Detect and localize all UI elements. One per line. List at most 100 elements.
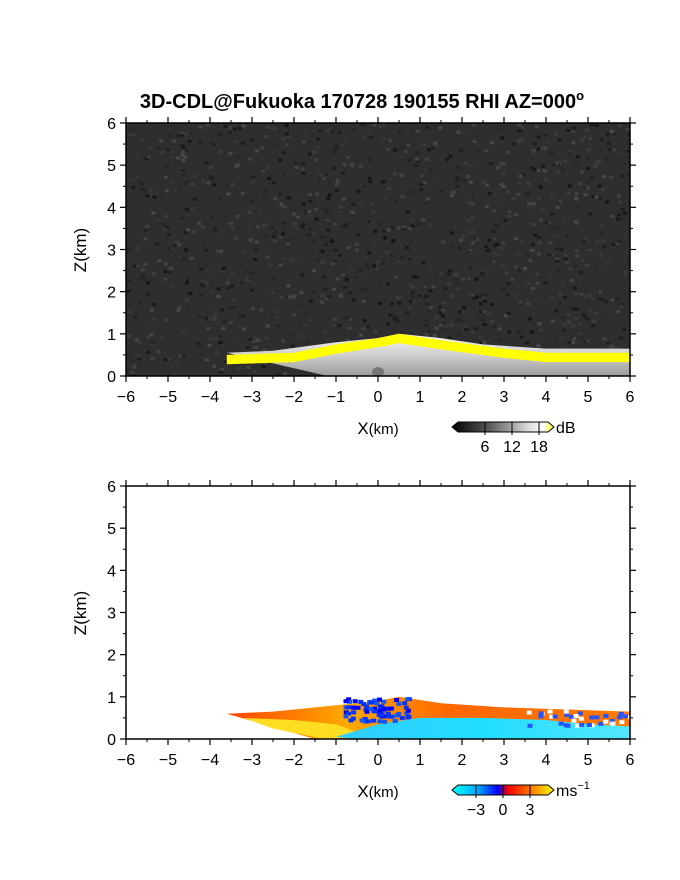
noise-pixel bbox=[419, 174, 424, 178]
noise-pixel bbox=[159, 129, 164, 133]
noise-pixel bbox=[327, 295, 332, 299]
noise-pixel bbox=[570, 325, 575, 328]
noise-pixel bbox=[601, 239, 606, 243]
noise-pixel bbox=[578, 182, 583, 186]
noise-pixel bbox=[617, 194, 621, 198]
noise-pixel bbox=[616, 217, 621, 221]
x-tick-label: 6 bbox=[626, 752, 635, 769]
noise-pixel bbox=[359, 333, 364, 337]
noise-pixel bbox=[213, 337, 217, 341]
x-tick-label: 6 bbox=[626, 389, 635, 406]
noise-pixel bbox=[320, 235, 325, 239]
x-tick-label: −1 bbox=[327, 752, 345, 769]
noise-pixel bbox=[261, 169, 266, 173]
noise-pixel bbox=[296, 215, 301, 219]
noise-pixel bbox=[517, 181, 522, 185]
noise-pixel bbox=[467, 249, 472, 253]
noise-pixel bbox=[248, 157, 253, 161]
noise-pixel bbox=[291, 167, 296, 171]
noise-pixel bbox=[448, 154, 453, 158]
noise-pixel bbox=[467, 294, 472, 297]
noise-pixel bbox=[416, 151, 421, 155]
noise-pixel bbox=[434, 326, 439, 330]
noise-pixel bbox=[226, 283, 231, 287]
colorbar: 6 12 18 bbox=[451, 421, 555, 456]
noise-pixel bbox=[326, 228, 330, 232]
noise-pixel bbox=[406, 210, 411, 214]
noise-pixel bbox=[605, 132, 610, 136]
noise-pixel bbox=[427, 283, 432, 287]
velocity-speckle-pixel bbox=[575, 723, 581, 728]
noise-pixel bbox=[212, 317, 217, 321]
noise-pixel bbox=[137, 341, 142, 345]
y-tick-label: 5 bbox=[107, 158, 116, 175]
noise-pixel bbox=[225, 184, 230, 188]
noise-pixel bbox=[316, 137, 321, 141]
noise-pixel bbox=[438, 323, 443, 327]
noise-pixel bbox=[534, 125, 539, 129]
noise-pixel bbox=[555, 226, 560, 230]
noise-pixel bbox=[217, 196, 222, 200]
noise-pixel bbox=[536, 169, 541, 172]
noise-pixel bbox=[594, 195, 599, 199]
noise-pixel bbox=[451, 245, 455, 249]
noise-pixel bbox=[585, 128, 589, 132]
noise-pixel bbox=[625, 127, 630, 131]
noise-pixel bbox=[206, 270, 211, 274]
noise-pixel bbox=[455, 176, 460, 180]
noise-pixel bbox=[438, 153, 443, 157]
noise-pixel bbox=[455, 184, 460, 188]
y-tick-label: 0 bbox=[107, 732, 116, 749]
noise-pixel bbox=[326, 197, 331, 201]
noise-pixel bbox=[158, 139, 163, 143]
x-tick-label: 5 bbox=[584, 389, 593, 406]
x-tick-label: −6 bbox=[117, 389, 135, 406]
noise-pixel bbox=[262, 195, 267, 199]
noise-pixel bbox=[173, 188, 178, 192]
noise-pixel bbox=[382, 280, 386, 284]
noise-pixel bbox=[321, 275, 326, 279]
noise-pixel bbox=[351, 128, 356, 132]
noise-pixel bbox=[169, 150, 174, 154]
noise-pixel bbox=[341, 171, 346, 175]
noise-pixel bbox=[225, 279, 230, 283]
noise-pixel bbox=[219, 368, 224, 372]
noise-pixel bbox=[395, 296, 400, 300]
noise-pixel bbox=[485, 183, 489, 187]
noise-pixel bbox=[607, 316, 611, 320]
noise-pixel bbox=[579, 170, 584, 174]
noise-pixel bbox=[256, 338, 261, 342]
noise-pixel bbox=[598, 267, 603, 271]
noise-pixel bbox=[529, 315, 534, 319]
velocity-speckle-pixel bbox=[617, 715, 623, 720]
noise-pixel bbox=[326, 338, 330, 342]
velocity-speckle-pixel bbox=[594, 715, 600, 720]
noise-pixel bbox=[184, 148, 189, 152]
noise-pixel bbox=[155, 219, 160, 222]
noise-pixel bbox=[308, 227, 313, 231]
noise-pixel bbox=[204, 136, 208, 140]
noise-pixel bbox=[154, 305, 159, 309]
noise-pixel bbox=[546, 140, 551, 144]
noise-pixel bbox=[586, 148, 591, 152]
noise-pixel bbox=[333, 222, 338, 226]
noise-pixel bbox=[307, 210, 312, 214]
noise-pixel bbox=[475, 149, 480, 152]
noise-pixel bbox=[469, 252, 474, 255]
noise-pixel bbox=[395, 271, 400, 274]
noise-pixel bbox=[157, 324, 162, 328]
x-tick-label: 3 bbox=[500, 389, 509, 406]
noise-pixel bbox=[368, 158, 373, 162]
axis-ticks: −6 −5 −4 −3 −2 −1 0 1 2 3 4 5 6 0 1 2 3 4 5 6 bbox=[107, 116, 636, 406]
noise-pixel bbox=[484, 328, 489, 332]
noise-pixel bbox=[332, 142, 337, 146]
noise-pixel bbox=[585, 181, 590, 185]
noise-pixel bbox=[543, 146, 548, 150]
noise-pixel bbox=[166, 321, 171, 325]
noise-pixel bbox=[389, 135, 393, 139]
noise-pixel bbox=[440, 309, 445, 313]
noise-pixel bbox=[517, 139, 522, 143]
noise-pixel bbox=[211, 142, 216, 146]
velocity-speckle-pixel bbox=[394, 713, 400, 718]
noise-pixel bbox=[249, 271, 254, 275]
